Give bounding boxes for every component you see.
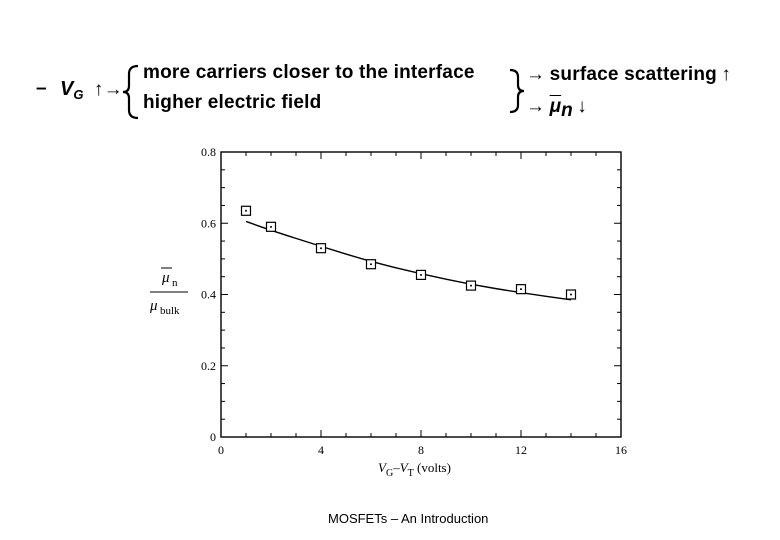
y-label-num-sub: n (172, 277, 178, 289)
y-axis-label: μ n μ bulk (149, 267, 188, 317)
data-point-center (520, 288, 522, 291)
y-tick-label: 0.4 (201, 288, 216, 302)
effect-mu-symbol: μ (549, 96, 562, 117)
data-point-center (420, 273, 422, 276)
data-point-center (470, 284, 472, 287)
x-tick-label: 4 (318, 443, 324, 457)
effect-mu-subscript: n (561, 100, 573, 121)
x-tick-label: 8 (418, 443, 424, 457)
cause-higher-field: higher electric field (143, 92, 322, 113)
x-axis-label: VG–VT (volts) (378, 460, 451, 479)
vg-arrow: ↑→ (93, 79, 123, 100)
vg-subscript: G (73, 87, 84, 102)
effect-up-arrow: ↑ (721, 64, 732, 85)
effect-surface-scattering: → surface scattering ↑ (526, 64, 731, 86)
effect-mobility-decrease: → μn ↓ (526, 96, 587, 121)
effect-surface-scattering-text: surface scattering (549, 64, 717, 85)
y-tick-label: 0.8 (201, 145, 216, 159)
vg-letter: V (60, 78, 74, 100)
cause-more-carriers: more carriers closer to the interface (143, 62, 475, 83)
footer-caption: MOSFETs – An Introduction (328, 511, 489, 526)
y-tick-label: 0.6 (201, 216, 216, 230)
y-label-den-sub: bulk (160, 305, 180, 317)
effect-arrow-2: → (526, 96, 546, 117)
data-point-center (370, 263, 372, 266)
effect-arrow-1: → (526, 64, 546, 85)
vg-increase-label: VG ↑→ (60, 78, 123, 102)
y-tick-label: 0 (210, 430, 216, 444)
plot-frame (220, 151, 622, 438)
bullet-dash: – (36, 78, 47, 99)
data-point-center (570, 293, 572, 296)
data-point-center (320, 247, 322, 250)
left-brace (122, 64, 139, 120)
y-tick-label: 0.2 (201, 359, 216, 373)
y-label-den-mu: μ (149, 298, 158, 314)
data-point-center (270, 225, 272, 228)
y-label-num-mu: μ (161, 270, 170, 286)
x-tick-label: 16 (615, 443, 627, 457)
data-point-center (245, 209, 247, 212)
x-tick-label: 12 (515, 443, 527, 457)
x-tick-label: 0 (218, 443, 224, 457)
right-brace (509, 68, 525, 114)
effect-down-arrow: ↓ (577, 96, 587, 117)
